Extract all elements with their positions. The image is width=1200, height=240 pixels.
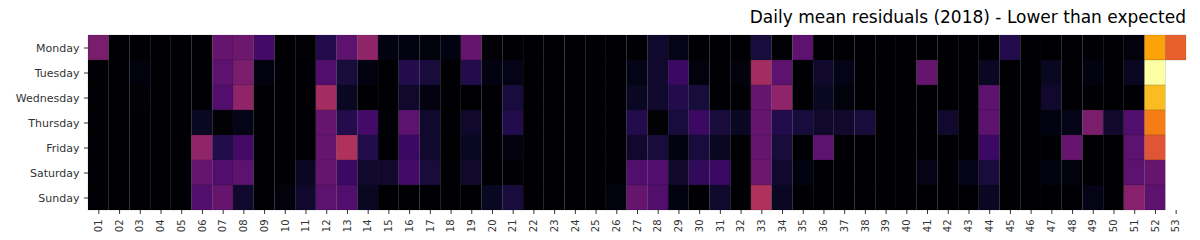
svg-text:05: 05: [176, 220, 187, 233]
svg-text:Thursday: Thursday: [27, 117, 80, 130]
svg-text:27: 27: [632, 220, 643, 233]
svg-text:48: 48: [1067, 220, 1078, 233]
svg-text:02: 02: [114, 220, 125, 233]
svg-text:01: 01: [93, 220, 104, 233]
svg-text:35: 35: [797, 220, 808, 233]
svg-text:52: 52: [1150, 220, 1161, 233]
svg-text:49: 49: [1087, 220, 1098, 233]
svg-text:43: 43: [963, 220, 974, 233]
svg-text:Monday: Monday: [36, 42, 80, 55]
svg-text:37: 37: [839, 220, 850, 233]
svg-text:41: 41: [922, 220, 933, 233]
svg-text:04: 04: [155, 220, 166, 233]
svg-text:16: 16: [404, 220, 415, 233]
svg-text:40: 40: [901, 220, 912, 233]
svg-text:53: 53: [1170, 220, 1181, 233]
svg-text:09: 09: [259, 220, 270, 233]
svg-text:30: 30: [694, 220, 705, 233]
svg-text:Saturday: Saturday: [30, 167, 80, 180]
svg-text:45: 45: [1005, 220, 1016, 233]
svg-text:13: 13: [342, 220, 353, 233]
svg-text:03: 03: [134, 220, 145, 233]
svg-text:33: 33: [756, 220, 767, 233]
svg-text:50: 50: [1108, 220, 1119, 233]
svg-text:22: 22: [528, 220, 539, 233]
svg-text:38: 38: [860, 220, 871, 233]
svg-text:Friday: Friday: [46, 142, 80, 155]
svg-text:21: 21: [507, 220, 518, 233]
svg-text:07: 07: [217, 220, 228, 233]
svg-text:Wednesday: Wednesday: [16, 92, 80, 105]
svg-text:26: 26: [611, 220, 622, 233]
svg-text:39: 39: [880, 220, 891, 233]
svg-text:24: 24: [570, 220, 581, 233]
svg-text:47: 47: [1046, 220, 1057, 233]
svg-text:29: 29: [673, 220, 684, 233]
svg-text:15: 15: [383, 220, 394, 233]
svg-text:14: 14: [362, 220, 373, 233]
svg-text:51: 51: [1129, 220, 1140, 233]
svg-text:Tuesday: Tuesday: [34, 67, 80, 80]
svg-text:11: 11: [300, 220, 311, 233]
svg-text:31: 31: [715, 220, 726, 233]
svg-text:08: 08: [238, 220, 249, 233]
svg-text:25: 25: [590, 220, 601, 233]
svg-text:32: 32: [735, 220, 746, 233]
svg-text:34: 34: [777, 220, 788, 233]
svg-text:12: 12: [321, 220, 332, 233]
svg-text:36: 36: [818, 220, 829, 233]
svg-text:44: 44: [984, 220, 995, 233]
svg-text:28: 28: [652, 220, 663, 233]
svg-text:17: 17: [425, 220, 436, 233]
svg-text:Sunday: Sunday: [38, 192, 80, 205]
svg-text:20: 20: [487, 220, 498, 233]
svg-text:06: 06: [197, 220, 208, 233]
svg-text:46: 46: [1025, 220, 1036, 233]
svg-text:23: 23: [549, 220, 560, 233]
svg-text:10: 10: [280, 220, 291, 233]
svg-text:19: 19: [466, 220, 477, 233]
svg-text:42: 42: [942, 220, 953, 233]
html-text:Daily mean residuals (2018) -: Daily mean residuals (2018) - Lower than…: [749, 7, 1186, 27]
svg-text:18: 18: [445, 220, 456, 233]
